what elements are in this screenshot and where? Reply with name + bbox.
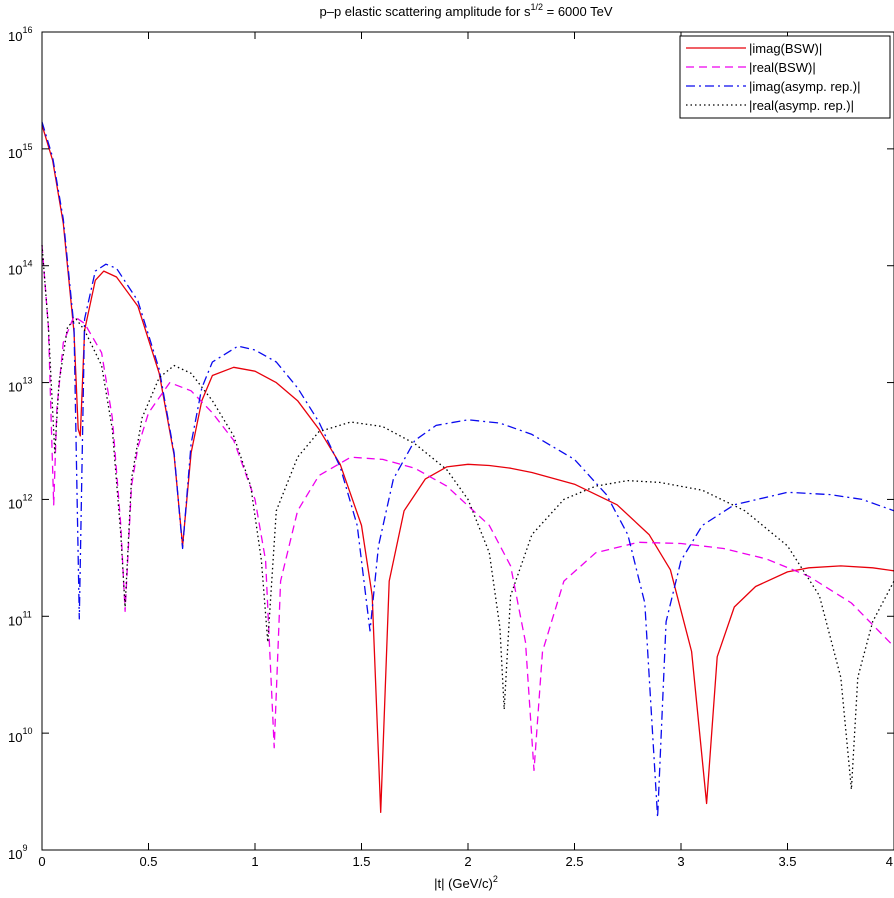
y-tick-label: 1015	[8, 142, 32, 161]
x-tick-label: 2	[464, 854, 471, 869]
y-tick-labels: 109 1010 1011 1012 1013 1014 1015 1016	[8, 25, 32, 862]
x-tick-label: 1	[251, 854, 258, 869]
y-tick-label: 1011	[8, 609, 32, 628]
plot-area	[42, 32, 894, 850]
tick-marks	[41, 31, 894, 851]
series-layer	[41, 121, 894, 819]
x-tick-label: 4	[886, 854, 893, 869]
chart-title: p–p elastic scattering amplitude for s1/…	[319, 2, 612, 19]
y-tick-label: 1013	[8, 376, 32, 395]
legend-label-2: |real(BSW)|	[749, 60, 816, 75]
x-tick-label: 3.5	[778, 854, 796, 869]
y-tick-label: 1012	[8, 492, 32, 511]
series-line-3	[41, 121, 894, 819]
x-tick-labels: 0 0.5 1 1.5 2 2.5 3 3.5 4	[38, 854, 893, 869]
legend: |imag(BSW)| |real(BSW)| |imag(asymp. rep.)…	[679, 35, 891, 119]
series-line-4	[41, 245, 894, 791]
plot-frame	[41, 31, 894, 851]
x-tick-label: 1.5	[352, 854, 370, 869]
legend-label-3: |imag(asymp. rep.)|	[749, 79, 861, 94]
y-tick-label: 109	[8, 843, 27, 862]
y-tick-label: 1016	[8, 25, 32, 44]
x-tick-label: 2.5	[565, 854, 583, 869]
y-tick-label: 1014	[8, 259, 32, 278]
y-tick-label: 1010	[8, 726, 32, 745]
x-tick-label: 0	[38, 854, 45, 869]
series-line-2	[41, 245, 894, 772]
legend-label-4: |real(asymp. rep.)|	[749, 98, 854, 113]
series-line-1	[41, 124, 894, 813]
legend-label-1: |imag(BSW)|	[749, 41, 822, 56]
legend-box	[679, 35, 891, 119]
x-tick-label: 0.5	[139, 854, 157, 869]
x-tick-label: 3	[677, 854, 684, 869]
x-axis-label: |t| (GeV/c)2	[434, 874, 498, 891]
